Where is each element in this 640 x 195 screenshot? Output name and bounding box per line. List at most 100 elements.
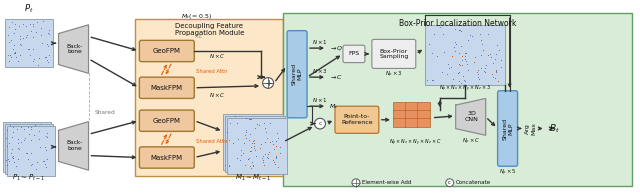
Point xyxy=(224,164,234,167)
Point xyxy=(19,127,29,130)
Text: $M_t(=0.5)$: $M_t(=0.5)$ xyxy=(180,12,212,21)
Text: +: + xyxy=(265,79,271,88)
Text: $N_p \times 5$: $N_p \times 5$ xyxy=(499,168,516,178)
Point xyxy=(248,144,259,147)
Point xyxy=(478,49,488,52)
Point xyxy=(456,81,466,84)
Point xyxy=(470,56,480,59)
Point xyxy=(491,52,501,56)
Point xyxy=(263,156,273,159)
Point xyxy=(10,51,20,54)
Point xyxy=(250,149,260,152)
Point xyxy=(268,142,278,145)
Text: MaskFPM: MaskFPM xyxy=(150,154,182,160)
Bar xyxy=(225,116,285,172)
Text: 3D
CNN: 3D CNN xyxy=(465,112,479,122)
Point xyxy=(230,115,241,118)
Point xyxy=(42,158,52,161)
Point xyxy=(474,78,484,81)
Point xyxy=(28,23,38,26)
Point xyxy=(483,33,493,36)
Circle shape xyxy=(262,78,274,88)
Point xyxy=(8,156,19,159)
Point xyxy=(476,38,486,41)
Point xyxy=(16,140,26,143)
Point xyxy=(44,32,54,35)
Point xyxy=(255,147,265,150)
Point xyxy=(3,33,13,36)
Point xyxy=(23,48,33,51)
Point xyxy=(20,136,30,140)
Text: $\times L$: $\times L$ xyxy=(193,33,204,41)
Point xyxy=(10,28,20,31)
Point xyxy=(11,56,21,59)
Point xyxy=(463,38,473,42)
Point xyxy=(472,75,483,78)
Polygon shape xyxy=(59,122,88,170)
Point xyxy=(26,162,36,165)
Point xyxy=(29,134,39,137)
Point xyxy=(225,164,235,167)
Point xyxy=(493,80,503,83)
Point xyxy=(262,155,272,158)
Point xyxy=(449,41,460,44)
Point xyxy=(5,123,15,127)
Point xyxy=(240,133,250,136)
Point xyxy=(260,141,270,144)
Point xyxy=(496,65,506,68)
Text: Element-wise Add: Element-wise Add xyxy=(362,180,412,185)
Point xyxy=(244,165,255,168)
Text: Shared Attn: Shared Attn xyxy=(196,139,228,144)
Text: FPS: FPS xyxy=(348,51,360,56)
Point xyxy=(273,136,284,139)
Bar xyxy=(3,122,51,172)
Point xyxy=(427,51,437,54)
Text: GeoFPM: GeoFPM xyxy=(152,118,180,124)
Point xyxy=(453,71,463,74)
Point xyxy=(6,55,16,58)
Point xyxy=(31,168,41,171)
Point xyxy=(42,136,52,139)
Point xyxy=(442,73,452,76)
Point xyxy=(447,78,458,81)
Point xyxy=(4,59,14,62)
Point xyxy=(41,148,51,151)
Text: c: c xyxy=(448,180,451,185)
FancyBboxPatch shape xyxy=(343,45,365,63)
Point xyxy=(454,28,464,31)
Point xyxy=(271,140,281,143)
Point xyxy=(7,21,17,24)
Point xyxy=(36,27,46,30)
Point xyxy=(29,123,40,126)
Point xyxy=(491,70,501,73)
Point xyxy=(6,147,17,150)
Point xyxy=(453,72,463,75)
Point xyxy=(486,55,497,58)
Point xyxy=(41,165,51,168)
FancyBboxPatch shape xyxy=(140,77,195,98)
Point xyxy=(24,53,35,56)
Point xyxy=(488,61,498,64)
Point xyxy=(467,35,477,38)
Point xyxy=(493,49,504,52)
Point xyxy=(2,144,12,147)
Polygon shape xyxy=(59,25,88,73)
Text: $N \times C$: $N \times C$ xyxy=(209,90,226,99)
Point xyxy=(43,61,53,64)
Point xyxy=(457,63,467,66)
Point xyxy=(32,160,42,164)
Point xyxy=(38,159,48,162)
Point xyxy=(244,150,255,153)
Point xyxy=(244,149,255,152)
Point xyxy=(9,51,19,54)
Point xyxy=(447,54,458,57)
Point xyxy=(22,152,33,155)
Point xyxy=(9,160,19,163)
Point xyxy=(459,78,469,81)
Point xyxy=(253,123,264,126)
Point xyxy=(8,155,18,158)
Point xyxy=(13,141,24,144)
Point xyxy=(265,121,275,124)
Point xyxy=(260,126,270,129)
Text: Back-
bone: Back- bone xyxy=(67,140,83,151)
